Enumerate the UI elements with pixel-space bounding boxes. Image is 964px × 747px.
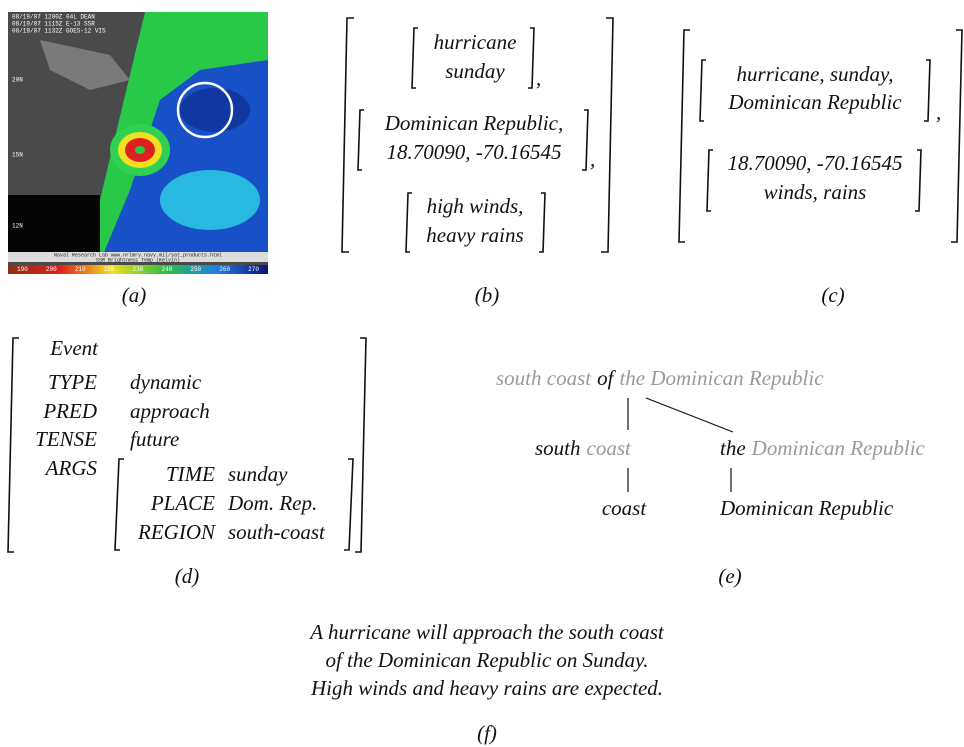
colorbar-label: 240 — [161, 266, 172, 273]
list-item: hurricane — [434, 30, 517, 54]
lat-label: 12N — [12, 223, 23, 230]
caption: (f) — [477, 721, 497, 745]
tree-text: Dominican Republic — [751, 436, 926, 460]
tree-text: south coast — [496, 366, 592, 390]
image-text: 08/19/07 1115Z E-13 SSR — [12, 21, 95, 28]
bracket — [582, 110, 588, 170]
bracket — [924, 60, 930, 121]
bracket — [342, 18, 354, 252]
separator: , — [590, 147, 595, 171]
colorbar-label: 220 — [104, 266, 115, 273]
colorbar-label: 210 — [75, 266, 86, 273]
bracket — [412, 28, 418, 88]
colorbar-label: 270 — [248, 266, 259, 273]
caption: (c) — [821, 283, 844, 307]
tree-text: the Dominican Republic — [619, 366, 824, 390]
caption: (b) — [475, 283, 500, 307]
separator: , — [536, 66, 541, 90]
list-item: winds, rains — [764, 180, 867, 204]
image-text: 08/19/07 1132Z GOES-12 VIS — [12, 28, 106, 35]
list-item: high winds, — [427, 194, 524, 218]
list-item: hurricane, sunday, — [737, 62, 894, 86]
avm-attr: PRED — [42, 399, 97, 423]
tree-head: of — [597, 366, 617, 390]
bracket — [915, 150, 921, 211]
avm-value: dynamic — [130, 370, 202, 394]
image-footer: SSR Brightness Temp (Kelvin) — [96, 257, 180, 263]
list-item: Dominican Republic, — [384, 111, 563, 135]
tree-leaf: Dominican Republic — [719, 496, 894, 520]
bracket — [344, 459, 353, 550]
tree-head: south — [535, 436, 581, 460]
avm-attr: PLACE — [150, 491, 215, 515]
bracket — [707, 150, 713, 211]
colorbar-label: 190 — [17, 266, 28, 273]
bracket — [679, 30, 690, 242]
avm-value: future — [130, 427, 179, 451]
colorbar-label: 260 — [219, 266, 230, 273]
caption: (d) — [175, 564, 200, 588]
avm-attr: TENSE — [35, 427, 97, 451]
satellite-image — [8, 12, 268, 274]
list-item: 18.70090, -70.16545 — [728, 151, 903, 175]
avm-attr: TIME — [166, 462, 215, 486]
colorbar-label: 250 — [190, 266, 201, 273]
tree-text: coast — [587, 436, 632, 460]
list-item: 18.70090, -70.16545 — [387, 140, 562, 164]
bracket — [528, 28, 534, 88]
bracket — [601, 18, 613, 252]
colorbar-label: 200 — [46, 266, 57, 273]
bracket — [951, 30, 962, 242]
lat-label: 15N — [12, 152, 23, 159]
caption: (e) — [718, 564, 741, 588]
sentence: High winds and heavy rains are expected. — [310, 676, 663, 700]
lat-label: 20N — [12, 77, 23, 84]
tree-leaf: coast — [602, 496, 647, 520]
bracket — [8, 338, 19, 552]
tree-head: the — [720, 436, 746, 460]
bracket — [539, 193, 545, 252]
avm-head: Event — [49, 336, 99, 360]
list-item: sunday — [445, 59, 505, 83]
avm-value: approach — [130, 399, 210, 423]
bracket — [355, 338, 366, 552]
colorbar-labels: 190 200 210 220 230 240 250 260 270 — [17, 266, 259, 273]
avm-value: south-coast — [228, 520, 326, 544]
figure: 08/19/07 1200Z 04L DEAN 08/19/07 1115Z E… — [0, 0, 964, 747]
list-item: Dominican Republic — [727, 90, 902, 114]
bracket — [115, 459, 124, 550]
sentence: of the Dominican Republic on Sunday. — [325, 648, 648, 672]
caption: (a) — [122, 283, 147, 307]
avm-value: sunday — [228, 462, 288, 486]
avm-attr: REGION — [137, 520, 216, 544]
colorbar-label: 230 — [133, 266, 144, 273]
avm-value: Dom. Rep. — [227, 491, 317, 515]
bracket — [406, 193, 412, 252]
avm-attr: ARGS — [44, 456, 98, 480]
separator: , — [936, 100, 941, 124]
sentence: A hurricane will approach the south coas… — [308, 620, 665, 644]
image-text: 08/19/07 1200Z 04L DEAN — [12, 14, 95, 21]
list-item: heavy rains — [426, 223, 523, 247]
bracket — [700, 60, 706, 121]
tree-edge — [646, 398, 733, 432]
bracket — [358, 110, 364, 170]
avm-attr: TYPE — [48, 370, 97, 394]
